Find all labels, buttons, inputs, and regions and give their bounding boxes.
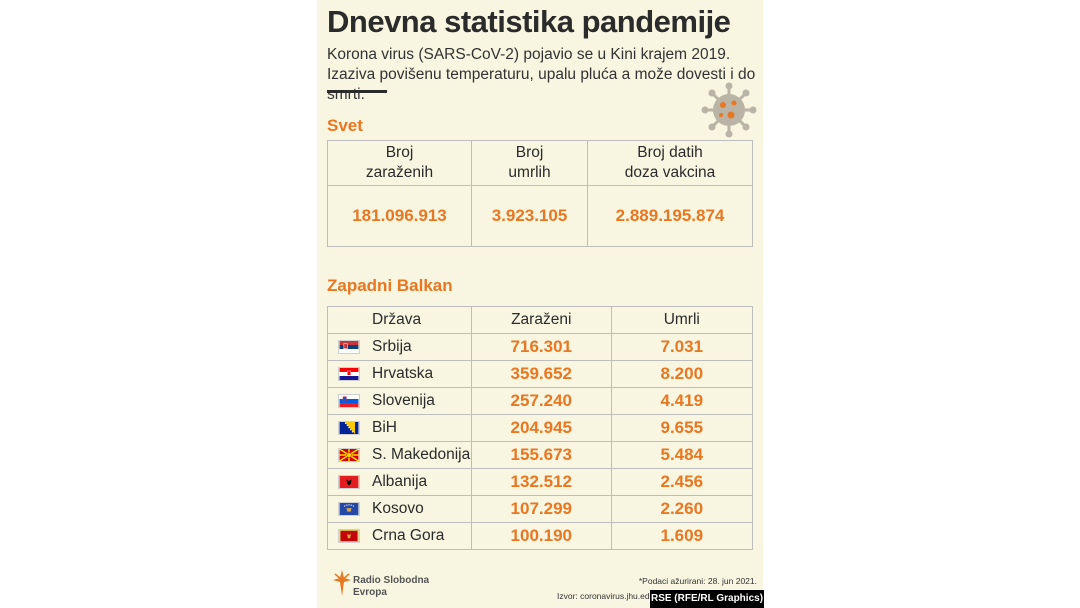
rse-logo-icon: [333, 570, 351, 596]
world-section-title: Svet: [327, 116, 363, 135]
table-row: S. Makedonija 155.673 5.484: [327, 441, 754, 469]
deaths-value: 2.260: [610, 495, 754, 523]
table-row: Hrvatska 359.652 8.200: [327, 360, 754, 388]
infected-value: 100.190: [470, 522, 612, 550]
infected-value: 204.945: [470, 414, 612, 442]
deaths-value: 2.456: [610, 468, 754, 496]
rse-logo-text: Radio Slobodna Evropa: [353, 575, 430, 598]
deaths-value: 4.419: [610, 387, 754, 415]
country-name: Slovenija: [372, 392, 435, 409]
north-macedonia-flag-icon: [338, 447, 360, 462]
subtitle: Korona virus (SARS-CoV-2) pojavio se u K…: [327, 46, 756, 103]
virus-icon: [701, 82, 757, 138]
deaths-value: 1.609: [610, 522, 754, 550]
table-row: Crna Gora 100.190 1.609: [327, 522, 754, 550]
kosovo-flag-icon: [338, 501, 360, 516]
infected-value: 155.673: [470, 441, 612, 469]
world-col-deaths: Broj umrlih: [470, 140, 589, 186]
balkan-stats-table: Država Zaraženi Umrli Srbija 716.301 7.0…: [327, 306, 754, 550]
balkan-col-deaths: Umrli: [610, 306, 754, 334]
infected-value: 132.512: [470, 468, 612, 496]
montenegro-flag-icon: [338, 528, 360, 543]
croatia-flag-icon: [338, 366, 360, 381]
world-col-infected: Broj zaraženih: [327, 140, 472, 186]
country-name: Hrvatska: [372, 365, 434, 382]
country-name: Kosovo: [372, 500, 424, 517]
balkan-col-infected: Zaraženi: [470, 306, 612, 334]
serbia-flag-icon: [338, 339, 360, 354]
world-deaths-value: 3.923.105: [470, 185, 589, 247]
infographic-card: Dnevna statistika pandemije Korona virus…: [317, 0, 763, 608]
country-name: S. Makedonija: [372, 446, 471, 463]
page-title: Dnevna statistika pandemije: [327, 4, 731, 39]
country-name: Srbija: [372, 338, 412, 355]
country-name: BiH: [372, 419, 397, 436]
title-divider: [327, 90, 387, 93]
albania-flag-icon: [338, 474, 360, 489]
infected-value: 359.652: [470, 360, 612, 388]
balkan-col-country: Država: [327, 306, 472, 334]
slovenia-flag-icon: [338, 393, 360, 408]
table-row: Albanija 132.512 2.456: [327, 468, 754, 496]
balkan-section-title: Zapadni Balkan: [327, 276, 453, 295]
deaths-value: 5.484: [610, 441, 754, 469]
infected-value: 716.301: [470, 333, 612, 361]
country-name: Crna Gora: [372, 527, 445, 544]
world-stats-table: Broj zaraženih Broj umrlih Broj datih do…: [327, 140, 753, 247]
table-row: BiH 204.945 9.655: [327, 414, 754, 442]
table-row: Kosovo 107.299 2.260: [327, 495, 754, 523]
world-infected-value: 181.096.913: [327, 185, 472, 247]
infected-value: 107.299: [470, 495, 612, 523]
table-row: Srbija 716.301 7.031: [327, 333, 754, 361]
deaths-value: 8.200: [610, 360, 754, 388]
infected-value: 257.240: [470, 387, 612, 415]
update-note: *Podaci ažurirani: 28. jun 2021.: [638, 576, 757, 586]
bosnia-flag-icon: [338, 420, 360, 435]
deaths-value: 9.655: [610, 414, 754, 442]
world-col-vaccines: Broj datih doza vakcina: [587, 140, 753, 186]
deaths-value: 7.031: [610, 333, 754, 361]
source-note: Izvor: coronavirus.jhu.ed: [557, 591, 650, 601]
table-row: Slovenija 257.240 4.419: [327, 387, 754, 415]
country-name: Albanija: [372, 473, 428, 490]
world-vaccines-value: 2.889.195.874: [587, 185, 753, 247]
graphics-credit: RSE (RFE/RL Graphics): [650, 590, 764, 608]
